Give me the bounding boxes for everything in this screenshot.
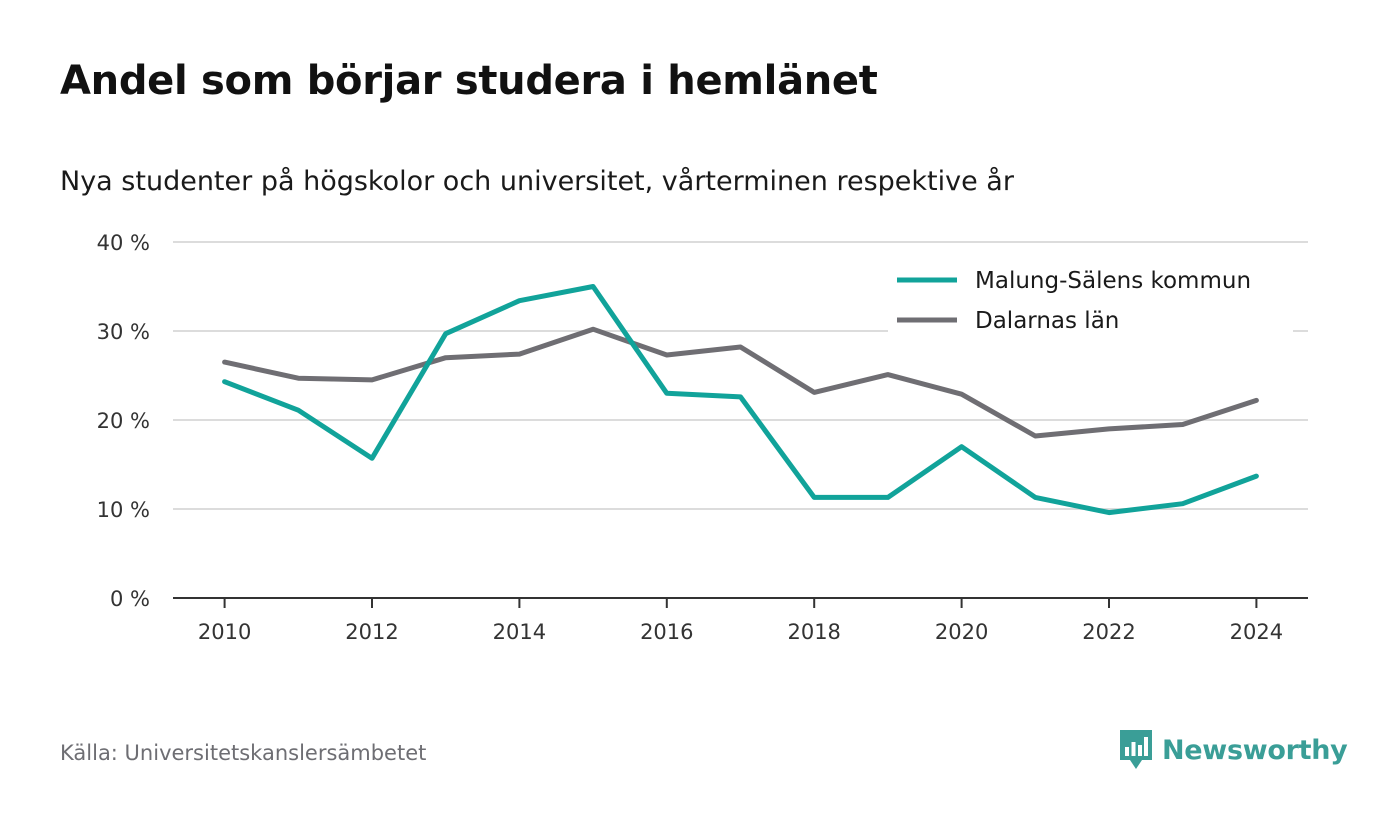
newsworthy-logo-icon: [1120, 730, 1152, 769]
brand-name: Newsworthy: [1162, 734, 1348, 766]
x-tick-label: 2014: [493, 620, 546, 644]
x-tick-label: 2010: [198, 620, 251, 644]
legend-background: [888, 258, 1293, 338]
x-tick-label: 2020: [935, 620, 988, 644]
chart-title: Andel som börjar studera i hemlänet: [60, 58, 878, 104]
series-line-malung-salen: [222, 284, 1259, 516]
chart-subtitle: Nya studenter på högskolor och universit…: [60, 166, 1014, 197]
series-line-dalarna: [222, 326, 1259, 439]
x-tick-label: 2018: [787, 620, 840, 644]
brand: Newsworthy: [1118, 728, 1348, 772]
x-tick-label: 2012: [345, 620, 398, 644]
y-tick-label: 40 %: [97, 231, 150, 255]
legend: Malung-Sälens kommun Dalarnas län: [888, 258, 1293, 338]
legend-label: Malung-Sälens kommun: [975, 268, 1251, 294]
source-note: Källa: Universitetskanslersämbetet: [60, 741, 427, 765]
y-tick-label: 10 %: [97, 498, 150, 522]
y-tick-label: 20 %: [97, 409, 150, 433]
legend-label: Dalarnas län: [975, 308, 1119, 334]
y-tick-label: 30 %: [97, 320, 150, 344]
x-tick-label: 2016: [640, 620, 693, 644]
y-tick-label: 0 %: [110, 587, 150, 611]
x-tick-label: 2022: [1082, 620, 1135, 644]
x-tick-label: 2024: [1230, 620, 1283, 644]
